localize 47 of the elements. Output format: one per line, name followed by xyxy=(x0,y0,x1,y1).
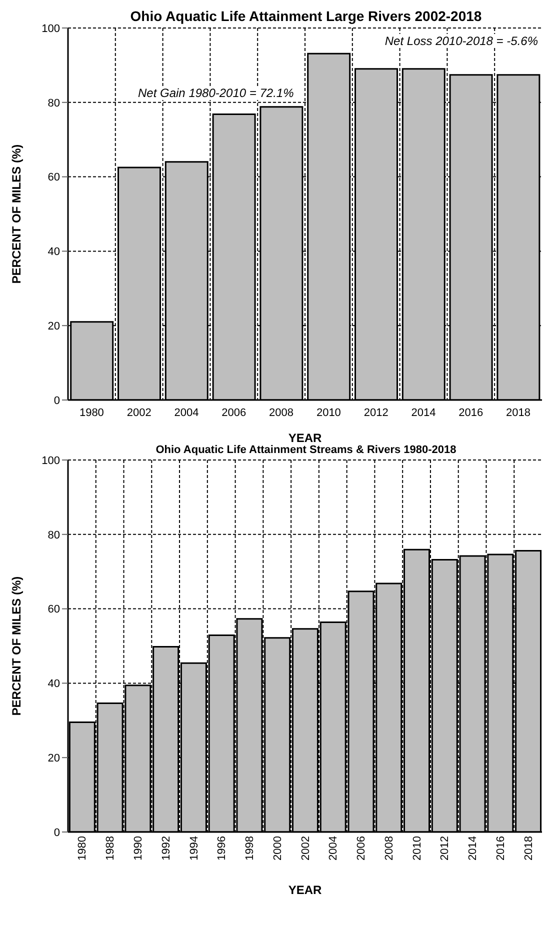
y-tick-label: 80 xyxy=(48,529,60,542)
x-tick-label: 2014 xyxy=(411,406,436,419)
y-tick-label: 0 xyxy=(54,394,60,407)
y-tick-label: 60 xyxy=(48,604,60,616)
x-tick-label: 2018 xyxy=(522,836,535,860)
y-tick-label: 20 xyxy=(48,320,60,333)
x-tick-label: 2006 xyxy=(356,836,368,860)
y-tick-label: 100 xyxy=(42,22,60,35)
x-tick-label: 2004 xyxy=(328,836,340,860)
x-tick-label: 2002 xyxy=(126,406,152,419)
x-tick-label: 2004 xyxy=(174,406,199,419)
y-tick-label: 20 xyxy=(48,752,60,765)
y-tick-label: 40 xyxy=(48,246,60,258)
x-tick-label: 2010 xyxy=(316,406,341,419)
x-tick-label: 2008 xyxy=(269,406,294,419)
x-tick-label: 1990 xyxy=(132,836,145,860)
x-tick-label: 2006 xyxy=(222,406,246,419)
x-tick-label: 2012 xyxy=(439,836,452,860)
x-tick-label: 2012 xyxy=(364,406,388,419)
x-tick-label: 2002 xyxy=(300,836,312,860)
y-tick-label: 80 xyxy=(48,97,60,110)
x-tick-label: 2008 xyxy=(383,836,396,860)
x-tick-label: 1980 xyxy=(79,406,104,419)
x-tick-label: 1980 xyxy=(76,836,89,860)
x-tick-label: 2000 xyxy=(272,836,284,860)
y-axis-title: PERCENT OF MILES (%) xyxy=(9,144,24,284)
chart-title: Ohio Aquatic Life Attainment Large Rivers 2002-2018 xyxy=(129,8,483,24)
x-tick-label: 2018 xyxy=(506,406,531,419)
x-axis-title: YEAR xyxy=(288,431,322,445)
y-tick-label: 100 xyxy=(42,454,60,467)
x-tick-label: 2016 xyxy=(494,836,507,860)
x-tick-label: 1988 xyxy=(104,836,117,860)
x-tick-label: 1994 xyxy=(188,836,200,860)
x-tick-label: 2016 xyxy=(458,406,484,419)
x-axis-title: YEAR xyxy=(288,883,322,897)
x-tick-label: 2014 xyxy=(467,836,480,860)
annotation: Net Gain 1980-2010 = 72.1% xyxy=(136,86,296,100)
y-tick-label: 0 xyxy=(54,826,60,839)
x-tick-label: 2010 xyxy=(411,836,424,860)
x-tick-label: 1992 xyxy=(160,836,172,860)
y-tick-label: 60 xyxy=(48,172,60,184)
y-tick-label: 40 xyxy=(48,678,60,690)
chart-title: Ohio Aquatic Life Attainment Streams & Rivers 1980-2018 xyxy=(154,444,458,456)
annotation: Net Loss 2010-2018 = -5.6% xyxy=(382,34,540,48)
y-axis-title: PERCENT OF MILES (%) xyxy=(9,576,24,716)
x-tick-label: 1996 xyxy=(216,836,228,860)
x-tick-label: 1998 xyxy=(244,836,256,860)
